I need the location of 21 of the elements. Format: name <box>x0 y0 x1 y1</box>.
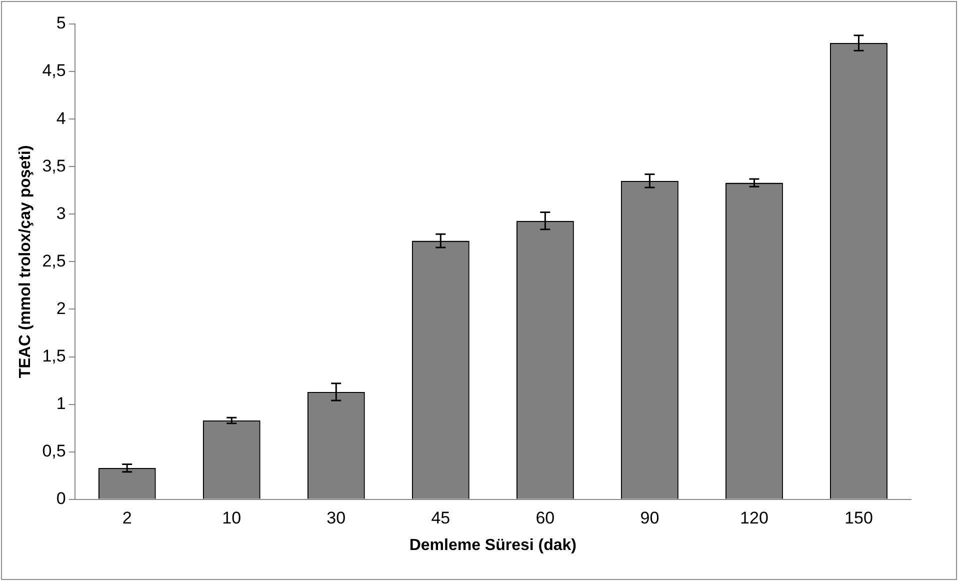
x-tick-label: 90 <box>640 508 660 528</box>
x-axis-title: Demleme Süresi (dak) <box>409 536 577 554</box>
y-tick-label: 1,5 <box>42 346 66 366</box>
y-tick-label: 0 <box>56 489 66 508</box>
x-tick-label: 120 <box>740 508 768 528</box>
y-tick-label: 0,5 <box>42 442 66 461</box>
x-tick-label: 45 <box>431 508 450 528</box>
y-tick-label: 1 <box>56 394 66 414</box>
y-tick-label: 2,5 <box>42 251 66 270</box>
y-tick-label: 4,5 <box>42 61 66 80</box>
y-tick-label: 2 <box>56 298 66 318</box>
y-tick-label: 5 <box>56 14 66 33</box>
x-tick-label: 2 <box>122 508 132 528</box>
y-axis-title: TEAC (mmol trolox/çay poşeti) <box>17 145 34 378</box>
x-tick-label: 30 <box>326 508 346 528</box>
y-tick-label: 4 <box>56 108 66 128</box>
y-tick-label: 3 <box>56 204 66 223</box>
x-tick-label: 60 <box>536 508 555 528</box>
x-tick-label: 150 <box>844 508 873 528</box>
y-tick-label: 3,5 <box>42 156 66 176</box>
x-tick-label: 10 <box>222 508 242 528</box>
